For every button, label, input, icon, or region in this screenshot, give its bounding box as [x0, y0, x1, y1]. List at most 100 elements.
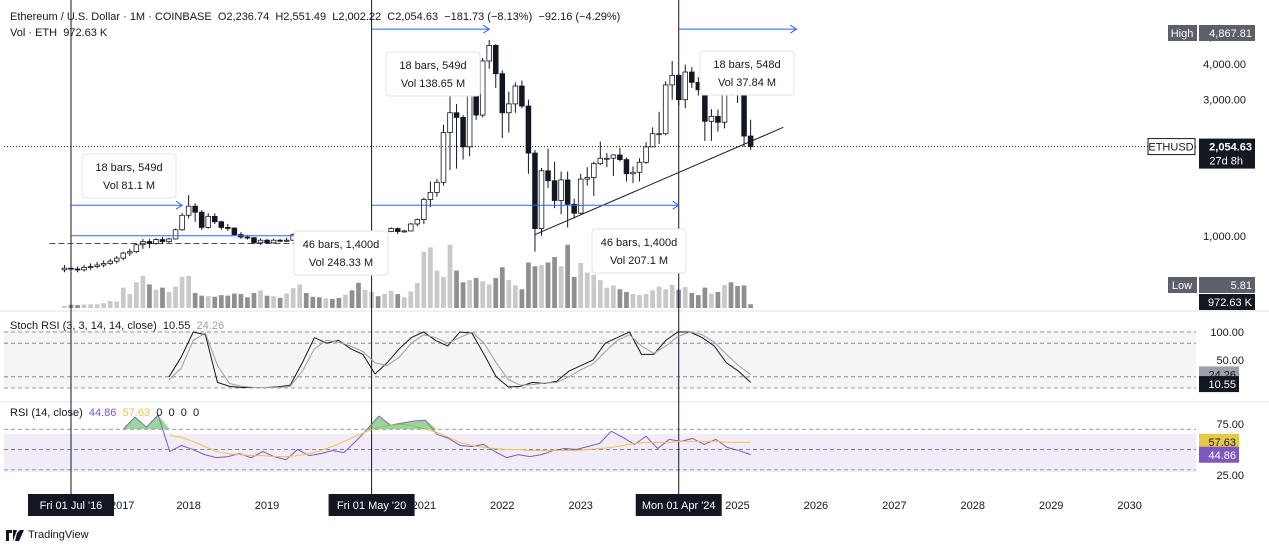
candle[interactable] [120, 252, 127, 259]
candle[interactable] [636, 161, 643, 173]
candle[interactable] [506, 103, 512, 114]
ohlc-open: O2,236.74 [217, 11, 270, 23]
candle[interactable] [623, 159, 630, 175]
candle[interactable] [447, 112, 453, 134]
rsi-title: RSI (14, close) [10, 407, 83, 419]
candle[interactable] [519, 85, 525, 107]
candle[interactable] [551, 180, 558, 201]
candle[interactable] [453, 112, 460, 118]
candle[interactable] [87, 266, 94, 268]
candle[interactable] [604, 157, 610, 160]
candle[interactable] [525, 105, 532, 154]
candle[interactable] [94, 264, 100, 267]
price-tick-1: 4,000.00 [1203, 59, 1246, 71]
candle[interactable] [179, 214, 185, 231]
candle[interactable] [630, 171, 636, 175]
candle[interactable] [74, 268, 81, 271]
candle[interactable] [564, 179, 571, 205]
candle[interactable] [649, 133, 656, 148]
candle[interactable] [597, 157, 604, 165]
candle[interactable] [466, 92, 473, 148]
candle[interactable] [708, 116, 715, 122]
candle[interactable] [270, 239, 277, 244]
candle[interactable] [577, 178, 584, 214]
candle[interactable] [512, 85, 519, 105]
candle[interactable] [545, 170, 551, 182]
candle[interactable] [244, 236, 251, 239]
candle[interactable] [205, 215, 211, 228]
volume-header[interactable]: Vol · ETH 972.63 K [10, 27, 107, 39]
candle[interactable] [617, 154, 623, 160]
candle[interactable] [277, 239, 283, 242]
candle[interactable] [198, 211, 205, 228]
candle[interactable] [591, 163, 597, 178]
candle[interactable] [499, 73, 506, 114]
candle[interactable] [662, 84, 669, 135]
candle[interactable] [689, 71, 695, 83]
candle[interactable] [558, 179, 564, 201]
volume-bar [343, 294, 348, 308]
volume-bar [153, 289, 159, 308]
volume-bar [297, 284, 303, 308]
candle[interactable] [159, 239, 166, 242]
trendline[interactable] [534, 126, 784, 236]
candle[interactable] [434, 181, 440, 193]
candle[interactable] [192, 205, 198, 213]
candle[interactable] [251, 237, 257, 244]
volume-bar [251, 293, 257, 308]
candle[interactable] [153, 239, 159, 244]
candle[interactable] [571, 203, 577, 214]
candle[interactable] [388, 228, 394, 232]
candle[interactable] [401, 230, 408, 233]
candle[interactable] [113, 257, 120, 262]
candle[interactable] [741, 88, 747, 137]
volume-bar [493, 278, 499, 308]
volume-bar [271, 296, 276, 308]
symbol-tag-bg [1147, 138, 1196, 156]
candle[interactable] [394, 228, 401, 232]
candle[interactable] [414, 219, 421, 225]
stoch-tick-1: 50.00 [1216, 355, 1244, 367]
candle[interactable] [669, 74, 675, 86]
candle[interactable] [427, 191, 434, 200]
candle[interactable] [643, 146, 649, 163]
candle[interactable] [538, 170, 545, 229]
candle[interactable] [715, 116, 721, 123]
candle[interactable] [185, 205, 192, 216]
candle[interactable] [440, 132, 447, 183]
candle[interactable] [212, 215, 218, 223]
candle[interactable] [682, 71, 689, 101]
candle[interactable] [656, 133, 662, 136]
candle[interactable] [231, 227, 238, 235]
candle[interactable] [486, 44, 492, 62]
candle[interactable] [61, 267, 68, 271]
candle[interactable] [127, 251, 133, 254]
candle[interactable] [460, 117, 466, 148]
stoch-rsi-legend[interactable]: Stoch RSI (3, 3, 14, 14, close) 10.55 24… [10, 320, 224, 332]
candle[interactable] [408, 223, 414, 232]
ohlc-high: H2,551.49 [275, 11, 327, 23]
candle[interactable] [133, 244, 140, 253]
candle[interactable] [218, 221, 225, 228]
candle[interactable] [100, 263, 107, 266]
candle[interactable] [257, 239, 264, 244]
candle[interactable] [264, 239, 270, 244]
rsi-legend[interactable]: RSI (14, close) 44.86 57.63 0 0 0 0 [10, 407, 199, 419]
volume-bar [630, 294, 636, 308]
candle[interactable] [166, 238, 172, 242]
candle[interactable] [172, 229, 179, 240]
candle[interactable] [283, 239, 290, 242]
candle[interactable] [584, 177, 590, 180]
candle[interactable] [81, 266, 87, 271]
candle[interactable] [225, 227, 231, 229]
candle[interactable] [532, 152, 538, 229]
rsi-line-main [122, 414, 751, 461]
candle[interactable] [610, 154, 617, 159]
symbol-header[interactable]: Ethereum / U.S. Dollar · 1M · COINBASE O… [10, 11, 620, 23]
candle[interactable] [421, 199, 427, 220]
candle[interactable] [493, 44, 499, 75]
tradingview-branding[interactable]: TradingView [6, 529, 89, 541]
candle[interactable] [107, 260, 113, 264]
candle[interactable] [479, 60, 486, 116]
